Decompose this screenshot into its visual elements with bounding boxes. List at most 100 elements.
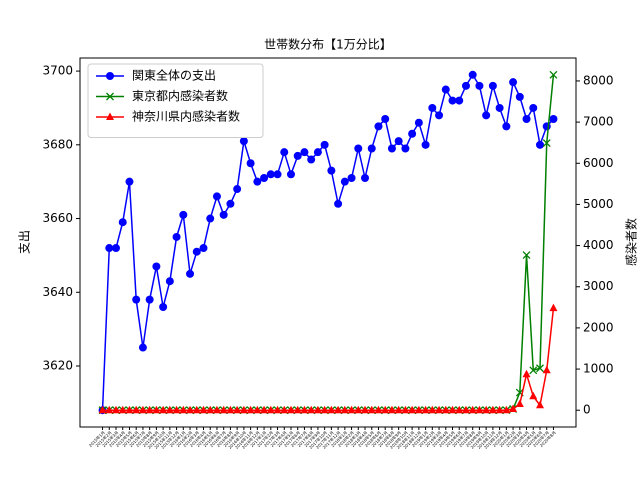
point [468,70,477,79]
point [273,405,282,414]
y2-tick-label: 6000 [583,156,614,170]
point [293,151,302,160]
y2-tick-label: 7000 [583,115,614,129]
point [401,144,410,153]
point [152,262,161,271]
point [542,365,551,374]
point [106,72,114,80]
point [414,405,423,414]
point [461,81,470,90]
point [280,148,289,157]
point [239,405,248,414]
legend-label: 関東全体の支出 [132,68,216,83]
point [186,405,195,414]
point [246,405,255,414]
point [435,405,444,414]
point [152,405,161,414]
point [300,405,309,414]
y-tick-label: 3640 [42,285,73,299]
point [522,369,531,378]
point [361,405,370,414]
point [286,405,295,414]
point [535,400,544,409]
point [307,405,316,414]
point [488,81,497,90]
point [253,405,262,414]
point [509,404,518,412]
point [212,405,221,414]
y2-tick-label: 0 [583,403,591,417]
point [414,118,423,127]
point [125,405,134,414]
point [340,177,349,186]
point [522,251,531,260]
point [441,85,450,94]
point [266,170,275,179]
point [159,303,168,312]
point [401,405,410,414]
point [280,405,289,414]
legend-label: 東京都内感染者数 [132,88,228,103]
point [327,166,336,175]
point [542,122,551,131]
point [145,295,154,304]
y-tick-label: 3700 [42,64,73,78]
point [536,364,544,373]
point [549,303,558,312]
point [549,115,558,124]
point [179,210,188,219]
point [286,170,295,179]
point [509,78,518,87]
point [192,405,201,414]
point [522,115,531,124]
point [347,405,356,414]
y2-tick-label: 3000 [583,279,614,293]
point [219,405,228,414]
point [199,405,208,414]
point [212,192,221,201]
point [219,210,228,219]
point [132,295,141,304]
point [448,96,457,105]
point [455,405,464,414]
point [273,170,282,179]
point [367,405,376,414]
point [233,405,242,414]
point [307,155,316,164]
point [408,129,417,138]
point [145,405,154,414]
point [421,405,430,414]
point [475,405,484,414]
point [387,144,396,153]
point [475,81,484,90]
point [529,103,538,112]
series-line [102,308,555,411]
point [118,405,127,414]
point [320,405,329,414]
point [246,159,255,168]
point [354,144,363,153]
point [327,405,336,414]
point [239,137,248,146]
point [347,173,356,182]
point [106,112,114,120]
point [138,405,147,414]
point [549,70,558,79]
point [132,405,141,414]
point [138,343,147,352]
chart-title: 世帯数分布【1万分比】 [264,37,392,52]
point [394,137,403,146]
point [428,103,437,112]
point [435,111,444,120]
point [515,92,524,101]
point [253,177,262,186]
point [468,405,477,414]
point [488,405,497,414]
y-tick-label: 3680 [42,137,73,151]
point [320,140,329,149]
point [159,405,168,414]
point [461,405,470,414]
point [105,244,114,253]
point [495,103,504,112]
